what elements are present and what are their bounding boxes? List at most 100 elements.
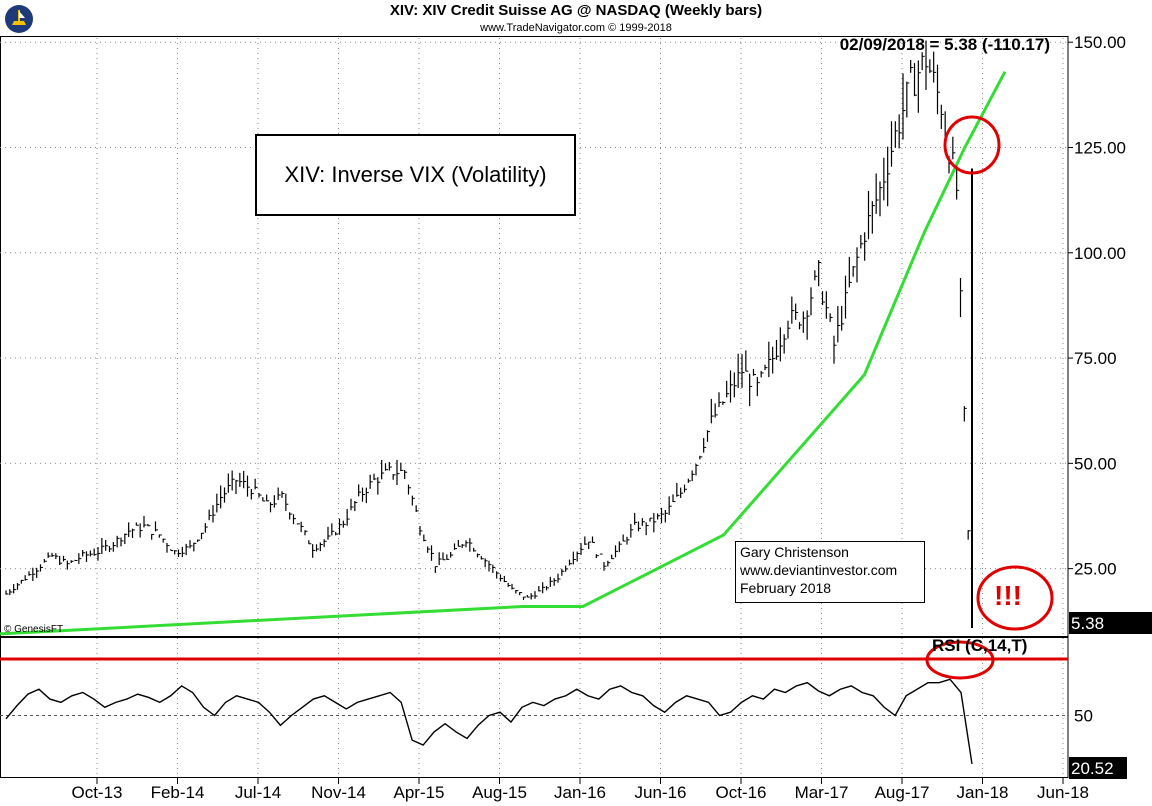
price-bar	[361, 487, 365, 502]
price-bar	[139, 523, 143, 538]
price-bar	[204, 523, 208, 533]
price-bar	[852, 266, 856, 277]
price-bar	[135, 522, 139, 526]
highlight-circle-rsi	[925, 640, 995, 680]
price-bar	[292, 514, 296, 525]
price-bar	[798, 322, 802, 330]
price-bar	[243, 470, 247, 489]
price-bar	[530, 593, 534, 600]
price-bar	[66, 560, 70, 570]
price-bar	[515, 589, 519, 594]
last-value-tag-text: 5.38	[1071, 614, 1104, 633]
price-bar	[446, 554, 450, 560]
y-tick-label: 150.00	[1074, 33, 1126, 52]
price-bar	[484, 558, 488, 568]
y-tick-label: 100.00	[1074, 244, 1126, 263]
price-bar	[346, 509, 350, 526]
price-bar	[258, 492, 262, 498]
price-bar	[85, 551, 89, 562]
price-bar	[235, 479, 239, 495]
price-bar	[342, 520, 346, 528]
y-tick-label: 125.00	[1074, 138, 1126, 157]
price-bar	[453, 543, 457, 550]
price-bar	[511, 583, 515, 590]
price-bar	[668, 496, 672, 515]
price-bar	[112, 542, 116, 552]
trendline-layer	[0, 70, 1007, 636]
price-bar	[691, 470, 695, 482]
price-bar	[806, 310, 810, 340]
price-bar	[384, 463, 388, 471]
price-bar	[634, 512, 638, 525]
price-bar	[162, 538, 166, 543]
price-bar	[959, 278, 963, 318]
price-bar	[74, 559, 78, 562]
price-bar	[572, 551, 576, 565]
price-bar	[350, 498, 354, 511]
x-tick-label: Aug-17	[875, 783, 930, 802]
price-bar	[783, 334, 787, 354]
price-bar	[120, 537, 124, 547]
price-bar	[177, 549, 181, 558]
price-bar	[166, 542, 170, 553]
price-bar	[51, 552, 55, 557]
price-bar	[469, 538, 473, 552]
price-bar	[925, 40, 929, 90]
price-bar	[695, 463, 699, 476]
price-bar	[622, 534, 626, 542]
price-bar	[561, 568, 565, 576]
x-tick-label: Nov-14	[311, 783, 366, 802]
price-bar	[706, 430, 710, 442]
price-bar	[24, 575, 28, 581]
price-bar	[39, 564, 43, 572]
price-bar	[519, 592, 523, 596]
price-bar	[933, 51, 937, 83]
price-bar	[59, 555, 63, 566]
price-bar	[442, 552, 446, 561]
price-bar	[216, 493, 220, 513]
price-bar	[381, 460, 385, 480]
price-bar	[55, 553, 59, 560]
price-bar	[419, 526, 423, 536]
price-bar	[768, 341, 772, 378]
price-bar	[438, 552, 442, 566]
price-bar	[703, 438, 707, 453]
price-bar	[645, 522, 649, 536]
price-bar	[883, 157, 887, 201]
price-bar	[430, 545, 434, 561]
price-bar	[197, 539, 201, 542]
price-bar	[105, 540, 109, 551]
price-bar	[62, 555, 66, 562]
price-bar	[47, 552, 51, 558]
price-bar	[722, 401, 726, 405]
price-bar	[170, 549, 174, 552]
x-tick-label: Mar-17	[795, 783, 849, 802]
price-bar	[848, 256, 852, 288]
price-bar	[814, 270, 818, 281]
price-bar	[775, 339, 779, 360]
x-tick-label: Apr-15	[393, 783, 444, 802]
price-bar	[910, 59, 914, 73]
price-bar	[82, 550, 86, 557]
price-bar	[93, 548, 97, 556]
price-bar	[434, 566, 438, 573]
price-bar	[710, 398, 714, 424]
price-bar	[108, 546, 112, 553]
price-bar	[913, 63, 917, 97]
x-tick-label: Aug-15	[472, 783, 527, 802]
price-bar	[607, 560, 611, 567]
price-bar	[545, 585, 549, 591]
price-bar	[779, 327, 783, 362]
price-bar	[499, 574, 503, 582]
price-bar	[745, 350, 749, 372]
price-bar	[304, 530, 308, 536]
price-bar	[741, 354, 745, 388]
last-value-label: 02/09/2018 = 5.38 (-110.17)	[839, 35, 1050, 54]
price-bar	[591, 536, 595, 543]
price-bar	[580, 543, 584, 555]
price-bar	[626, 536, 630, 545]
price-bar	[664, 509, 668, 523]
exclamation-annotation: !!!	[994, 580, 1022, 611]
price-bar	[714, 403, 718, 418]
